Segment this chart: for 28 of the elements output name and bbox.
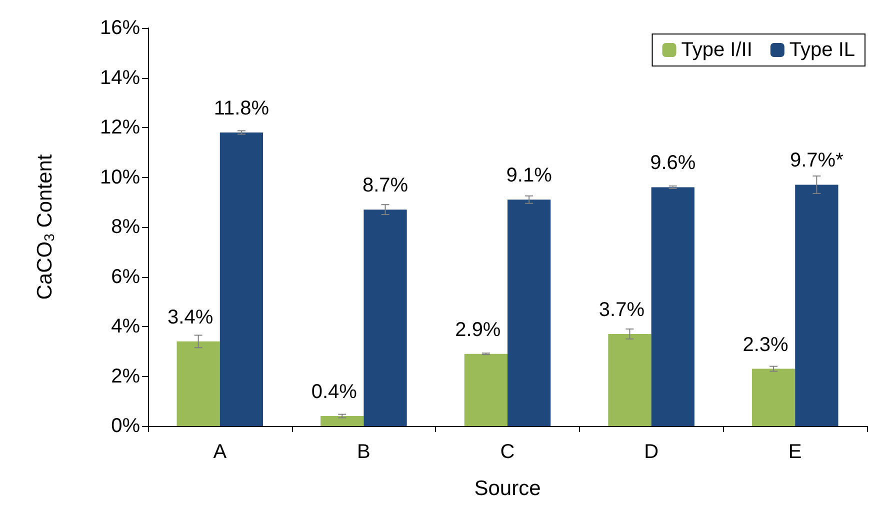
y-tick-label: 10% (100, 166, 140, 188)
data-label: 3.7% (598, 298, 645, 321)
data-label: 9.6% (650, 152, 696, 174)
y-tick-label: 6% (111, 266, 140, 288)
x-tick-label: E (788, 441, 802, 463)
x-axis-title: Source (474, 477, 541, 500)
y-tick-label: 2% (111, 365, 140, 388)
data-label: 8.7% (362, 174, 408, 197)
data-label: 9.1% (506, 164, 552, 187)
y-tick-label: 4% (111, 316, 140, 338)
legend-label: Type I/II (681, 39, 752, 61)
data-label: 2.9% (455, 318, 501, 341)
y-tick-label: 14% (100, 66, 140, 89)
x-tick-label: D (644, 441, 659, 463)
x-tick-label: B (357, 441, 370, 463)
data-label: 0.4% (311, 381, 358, 404)
legend-label: Type IL (789, 39, 856, 61)
y-tick-label: 8% (111, 216, 140, 238)
x-tick-label: A (213, 441, 228, 463)
data-label: 9.7%* (790, 150, 844, 172)
data-label: 3.4% (168, 306, 214, 328)
y-axis-title: CaCO3 Content (34, 154, 57, 300)
y-tick-label: 16% (100, 17, 140, 39)
y-tick-label: 0% (111, 415, 140, 437)
data-label: 11.8% (214, 97, 270, 120)
data-label: 2.3% (742, 334, 789, 356)
x-tick-label: C (500, 441, 515, 463)
y-tick-label: 12% (100, 116, 140, 138)
